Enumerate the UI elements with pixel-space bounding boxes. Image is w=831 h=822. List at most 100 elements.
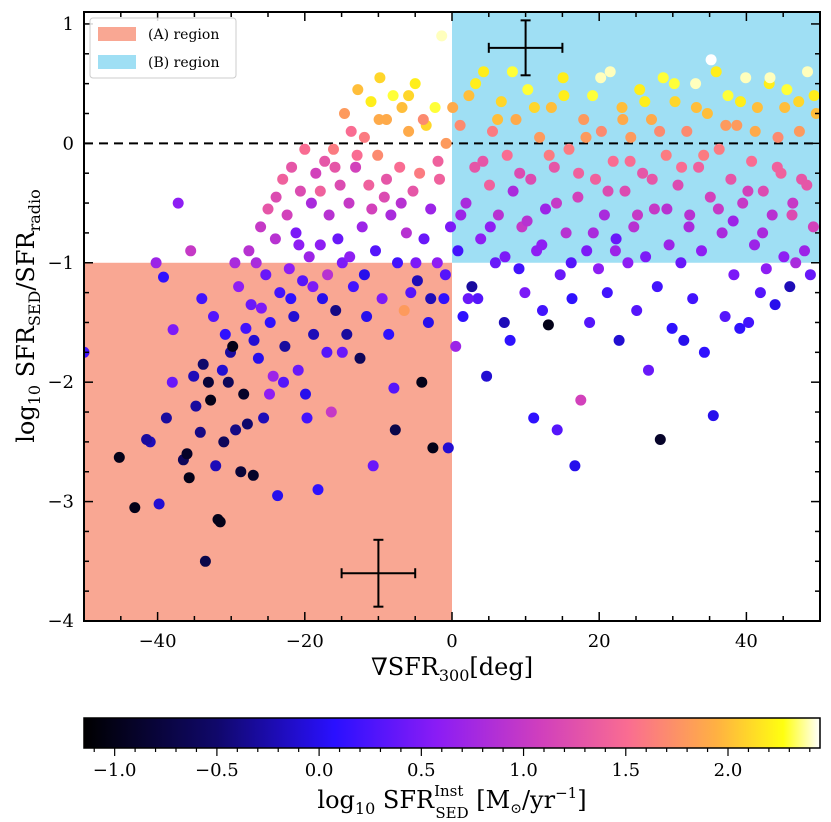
data-point xyxy=(804,269,816,281)
data-point xyxy=(317,293,328,305)
data-point xyxy=(285,293,297,305)
data-point xyxy=(696,245,707,257)
data-point xyxy=(710,66,722,78)
data-point xyxy=(698,149,710,161)
data-point xyxy=(141,434,153,445)
data-point xyxy=(676,161,688,173)
data-point xyxy=(537,305,548,316)
data-point xyxy=(334,179,346,191)
data-point xyxy=(569,460,581,472)
data-point xyxy=(669,96,681,108)
data-point xyxy=(277,173,289,185)
colorbar-tick-label: −0.5 xyxy=(195,760,239,781)
data-point xyxy=(743,317,755,328)
data-point xyxy=(587,227,599,239)
data-point xyxy=(202,376,214,388)
data-point xyxy=(403,90,415,102)
data-point xyxy=(339,108,350,119)
data-point xyxy=(292,364,304,376)
data-point xyxy=(345,125,357,137)
data-point xyxy=(255,221,267,233)
data-point xyxy=(587,90,599,102)
x-axis-label: ∇SFR300[deg] xyxy=(371,653,533,685)
data-point xyxy=(495,96,507,108)
colorbar-tick-label: −1.0 xyxy=(93,760,137,781)
data-point xyxy=(646,173,658,185)
data-point xyxy=(720,119,732,131)
data-point xyxy=(358,131,370,143)
data-point xyxy=(321,346,333,358)
data-point xyxy=(323,209,335,221)
data-point xyxy=(698,346,710,358)
data-point xyxy=(462,293,474,305)
data-point xyxy=(757,185,769,197)
data-point xyxy=(712,203,724,215)
data-point xyxy=(185,245,197,257)
data-point xyxy=(619,185,631,197)
data-point xyxy=(625,131,637,143)
data-point xyxy=(572,191,584,203)
data-point xyxy=(417,114,429,125)
data-point xyxy=(299,143,311,155)
data-point xyxy=(728,269,740,281)
colorbar-tick-label: 0.0 xyxy=(305,760,334,781)
data-point xyxy=(219,328,231,340)
data-point xyxy=(455,209,467,221)
data-point xyxy=(312,484,324,496)
data-point xyxy=(687,293,699,305)
data-point xyxy=(303,251,315,263)
data-point xyxy=(153,498,165,510)
data-point xyxy=(210,460,222,472)
data-point xyxy=(208,311,219,322)
data-point xyxy=(663,239,675,251)
data-point xyxy=(558,90,570,102)
data-point xyxy=(445,221,456,233)
data-point xyxy=(372,149,384,161)
data-point xyxy=(543,149,555,161)
data-point xyxy=(267,370,279,382)
data-point xyxy=(707,410,719,422)
region-a xyxy=(84,262,452,621)
data-point xyxy=(581,245,593,257)
data-point xyxy=(632,209,643,221)
data-point xyxy=(418,233,430,245)
data-point xyxy=(398,305,410,316)
data-point xyxy=(622,257,634,269)
data-point xyxy=(602,185,614,197)
data-point xyxy=(616,102,628,113)
data-point xyxy=(504,334,516,346)
y-tick-label: −2 xyxy=(47,372,74,393)
data-point xyxy=(322,269,334,281)
data-point xyxy=(690,78,702,90)
data-point xyxy=(566,293,578,305)
data-point xyxy=(434,173,445,185)
data-point xyxy=(269,233,281,245)
data-point xyxy=(319,155,331,167)
data-point xyxy=(617,114,629,125)
data-point xyxy=(388,382,400,394)
data-point xyxy=(278,376,289,388)
data-point xyxy=(416,376,428,388)
data-point xyxy=(255,302,267,314)
data-point xyxy=(396,102,408,113)
data-point xyxy=(214,516,226,528)
data-point xyxy=(469,161,481,173)
data-point xyxy=(422,317,434,328)
data-point xyxy=(704,191,716,203)
data-point xyxy=(367,460,379,472)
data-point xyxy=(513,263,525,275)
data-point xyxy=(438,293,450,305)
data-point xyxy=(484,179,495,191)
data-point xyxy=(297,275,309,287)
data-point xyxy=(492,209,504,221)
data-point xyxy=(540,203,551,215)
data-point xyxy=(787,197,799,209)
data-point xyxy=(499,251,511,263)
data-point xyxy=(286,161,298,173)
data-point xyxy=(507,185,519,197)
data-point xyxy=(325,406,337,418)
data-point xyxy=(167,324,179,336)
data-point xyxy=(160,412,172,424)
data-point xyxy=(713,143,725,155)
data-point xyxy=(778,251,790,263)
